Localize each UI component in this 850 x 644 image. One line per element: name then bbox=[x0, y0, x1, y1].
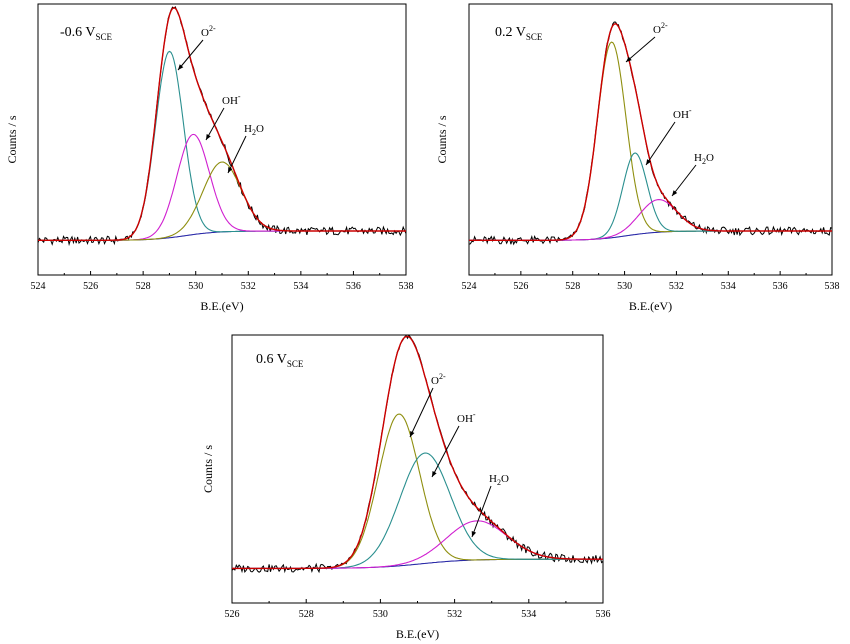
raw-spectrum-line bbox=[37, 6, 407, 247]
background-line bbox=[232, 558, 603, 569]
x-tick-label: 536 bbox=[773, 281, 788, 292]
background-line bbox=[38, 230, 406, 241]
peak-annotation-label: O2- bbox=[431, 372, 446, 387]
annotation-arrow bbox=[205, 107, 225, 141]
annotation-arrowhead bbox=[206, 134, 211, 140]
y-axis-title: Counts / s bbox=[201, 445, 215, 493]
envelope-fit-line bbox=[232, 335, 603, 570]
x-axis-title: B.E.(eV) bbox=[396, 627, 439, 641]
annotation-arrowhead bbox=[471, 531, 477, 537]
peak-annotation-label: OH- bbox=[222, 92, 241, 107]
annotation-arrow bbox=[671, 164, 697, 197]
x-tick-label: 532 bbox=[241, 281, 256, 292]
x-tick-label: 530 bbox=[617, 281, 632, 292]
annotation-arrow bbox=[645, 121, 676, 166]
annotation-arrowhead bbox=[626, 56, 632, 62]
annotation-arrowhead bbox=[432, 471, 437, 477]
y-axis-title: Counts / s bbox=[435, 115, 449, 163]
x-tick-label: 534 bbox=[721, 281, 736, 292]
x-tick-label: 538 bbox=[825, 281, 840, 292]
annotation-arrowhead bbox=[410, 431, 415, 437]
x-tick-label: 528 bbox=[136, 281, 151, 292]
component-peak-oh bbox=[38, 133, 406, 241]
x-tick-label: 536 bbox=[596, 609, 611, 620]
panel-2: 524 526 528 530 532 534 536 538 B.E.(eV) Counts /… bbox=[435, 3, 840, 313]
component-peak-o2 bbox=[232, 452, 603, 569]
plot-frame bbox=[231, 334, 604, 604]
plot-frame bbox=[37, 3, 407, 276]
x-tick-label: 536 bbox=[346, 281, 361, 292]
x-tick-label: 526 bbox=[225, 609, 240, 620]
peak-annotation-label: OH- bbox=[457, 410, 476, 425]
panel-potential-label: 0.2 VSCE bbox=[495, 25, 543, 42]
x-tick-label: 528 bbox=[299, 609, 314, 620]
annotation-arrowhead bbox=[646, 159, 652, 165]
peak-annotation-label: H2O bbox=[244, 123, 264, 137]
component-peak-h2o bbox=[469, 41, 832, 241]
annotation-arrowhead bbox=[228, 167, 233, 173]
panel-potential-label: -0.6 VSCE bbox=[60, 25, 113, 42]
x-tick-label: 534 bbox=[521, 609, 536, 620]
raw-spectrum-line bbox=[468, 21, 833, 246]
peak-annotation-label: H2O bbox=[489, 473, 509, 487]
x-tick-label: 530 bbox=[373, 609, 388, 620]
x-axis-title: B.E.(eV) bbox=[629, 299, 672, 313]
plot-frame bbox=[468, 3, 833, 276]
component-peak-oh bbox=[469, 199, 832, 241]
x-tick-label: 538 bbox=[399, 281, 414, 292]
x-tick-label: 534 bbox=[293, 281, 308, 292]
x-axis-title: B.E.(eV) bbox=[200, 299, 243, 313]
envelope-fit-line bbox=[469, 23, 832, 241]
peak-annotation-label: H2O bbox=[694, 152, 714, 166]
background-line bbox=[469, 230, 832, 241]
annotation-arrowhead bbox=[672, 190, 678, 196]
annotation-arrow bbox=[177, 39, 204, 71]
annotation-arrow bbox=[625, 36, 656, 63]
panel-3: 526 528 530 532 534 536 B.E.(eV) Counts / s 0.6 … bbox=[201, 334, 611, 641]
component-peak-oh bbox=[232, 520, 603, 569]
peak-annotation-label: O2- bbox=[201, 24, 216, 39]
annotation-arrowhead bbox=[178, 64, 184, 70]
x-tick-label: 524 bbox=[31, 281, 46, 292]
panel-1: 524 526 528 530 532 534 536 538 B.E.(eV) Counts /… bbox=[5, 3, 414, 313]
y-axis-title: Counts / s bbox=[5, 115, 19, 163]
x-tick-label: 526 bbox=[83, 281, 98, 292]
x-tick-label: 532 bbox=[447, 609, 462, 620]
annotation-arrow bbox=[409, 387, 434, 438]
panel-potential-label: 0.6 VSCE bbox=[256, 352, 304, 369]
annotation-arrow bbox=[227, 135, 247, 174]
annotation-arrow bbox=[471, 485, 492, 538]
raw-spectrum-line bbox=[231, 334, 604, 574]
peak-annotation-label: O2- bbox=[653, 21, 668, 36]
peak-annotation-label: OH- bbox=[673, 106, 692, 121]
envelope-fit-line bbox=[38, 6, 406, 241]
annotation-arrow bbox=[431, 425, 460, 478]
x-tick-label: 526 bbox=[513, 281, 528, 292]
x-tick-label: 532 bbox=[669, 281, 684, 292]
x-tick-label: 524 bbox=[462, 281, 477, 292]
x-tick-label: 528 bbox=[565, 281, 580, 292]
x-tick-label: 530 bbox=[188, 281, 203, 292]
component-peak-h2o bbox=[232, 413, 603, 569]
